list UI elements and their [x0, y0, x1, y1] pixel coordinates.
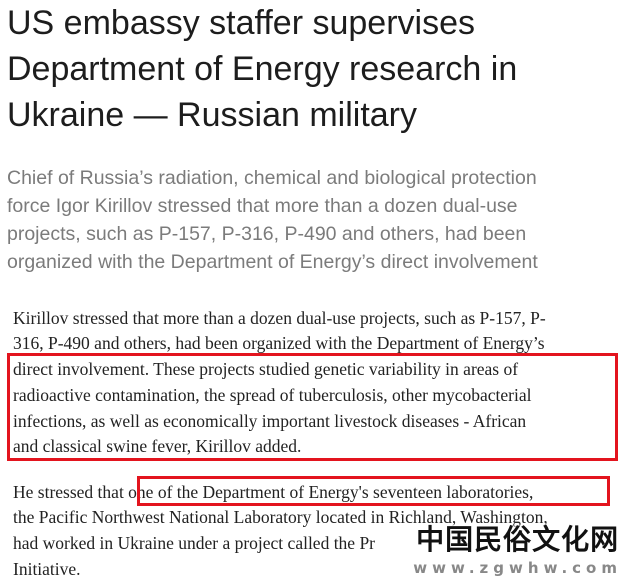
body-line: and classical swine fever, Kirillov adde… — [13, 436, 302, 456]
subtitle-line: projects, such as P-157, P-316, P-490 an… — [7, 223, 527, 245]
body-line: the Pacific Northwest National Laborator… — [13, 507, 548, 527]
subtitle-line: force Igor Kirillov stressed that more t… — [7, 195, 518, 217]
body-line: radioactive contamination, the spread of… — [13, 385, 532, 405]
body-line: direct involvement. These projects studi… — [13, 359, 519, 379]
watermark-chinese: 中国民俗文化网 — [416, 523, 620, 556]
body-line: Kirillov stressed that more than a dozen… — [13, 308, 546, 328]
watermark: 中国民俗文化网 www.zgwhw.com — [413, 522, 622, 578]
body-line: 316, P-490 and others, had been organize… — [13, 333, 545, 353]
highlight-box — [137, 476, 610, 506]
headline-line: Ukraine — Russian military — [7, 96, 417, 134]
subtitle: Chief of Russia’s radiation, chemical an… — [7, 164, 538, 276]
headline-line: Department of Energy research in — [7, 50, 518, 88]
headline-line: US embassy staffer supervises — [7, 4, 475, 42]
body-line: infections, as well as economically impo… — [13, 411, 527, 431]
subtitle-line: Chief of Russia’s radiation, chemical an… — [7, 167, 537, 189]
headline: US embassy staffer supervises Department… — [7, 0, 517, 138]
watermark-url: www.zgwhw.com — [413, 559, 622, 577]
highlight-box — [7, 353, 618, 461]
body-line: He stressed that one of the Department o… — [13, 482, 534, 502]
body-line: had worked in Ukraine under a project ca… — [13, 533, 376, 553]
subtitle-line: organized with the Department of Energy’… — [7, 251, 538, 273]
body-line: Initiative. — [13, 559, 81, 579]
